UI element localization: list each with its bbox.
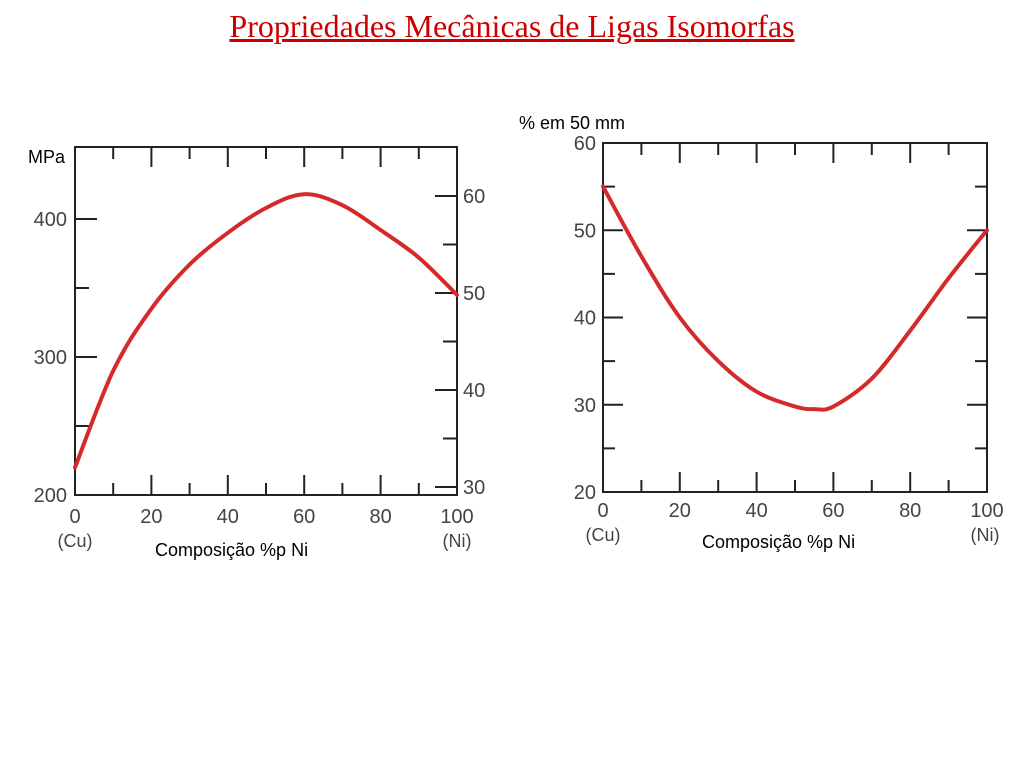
ductility-curve bbox=[601, 184, 989, 412]
ductility-plot-frame bbox=[602, 142, 988, 493]
strength-secondary-tick-label: 50 bbox=[463, 283, 485, 305]
strength-cu-label: (Cu) bbox=[58, 531, 93, 551]
ductility-x-tick-label: 80 bbox=[899, 500, 921, 522]
ductility-y-tick-label: 40 bbox=[574, 308, 596, 330]
slide-title: Propriedades Mecânicas de Ligas Isomorfa… bbox=[229, 8, 795, 44]
strength-x-tick-label: 0 bbox=[69, 506, 80, 528]
ductility-ni-label: (Ni) bbox=[971, 525, 1000, 545]
strength-y-tick-label: 200 bbox=[34, 485, 67, 507]
strength-y-tick-label: 300 bbox=[34, 347, 67, 369]
ductility-x-tick-label: 60 bbox=[822, 500, 844, 522]
strength-secondary-tick-label: 40 bbox=[463, 380, 485, 402]
strength-y-tick-label: 400 bbox=[34, 209, 67, 231]
ductility-cu-label: (Cu) bbox=[586, 525, 621, 545]
ductility-y-tick-label: 30 bbox=[574, 395, 596, 417]
ductility-y-tick-label: 60 bbox=[574, 133, 596, 155]
ductility-x-tick-label: 40 bbox=[745, 500, 767, 522]
ductility-y-tick-label: 20 bbox=[574, 482, 596, 504]
strength-x-tick-label: 60 bbox=[293, 506, 315, 528]
strength-plot-frame bbox=[74, 146, 458, 496]
ductility-y-axis-label: % em 50 mm bbox=[519, 113, 626, 133]
strength-ni-label: (Ni) bbox=[443, 531, 472, 551]
ductility-x-tick-label: 20 bbox=[669, 500, 691, 522]
ductility-x-axis-label: Composição %p Ni bbox=[702, 532, 856, 552]
ductility-x-tick-label: 0 bbox=[597, 500, 608, 522]
strength-secondary-tick-label: 60 bbox=[463, 186, 485, 208]
strength-plot-area: 200 300 400 30 40 50 60 0 20 40 60 80 100 (Cu) (Ni) bbox=[34, 146, 485, 551]
strength-secondary-tick-label: 30 bbox=[463, 477, 485, 499]
strength-curve bbox=[73, 192, 459, 470]
ductility-x-tick-label: 100 bbox=[970, 500, 1003, 522]
ductility-y-tick-label: 50 bbox=[574, 220, 596, 242]
strength-x-tick-label: 80 bbox=[369, 506, 391, 528]
strength-y-axis-label: MPa bbox=[28, 147, 66, 167]
strength-x-tick-label: 40 bbox=[217, 506, 239, 528]
strength-x-tick-label: 100 bbox=[440, 506, 473, 528]
strength-x-tick-label: 20 bbox=[140, 506, 162, 528]
strength-x-axis-label: Composição %p Ni bbox=[155, 540, 309, 560]
